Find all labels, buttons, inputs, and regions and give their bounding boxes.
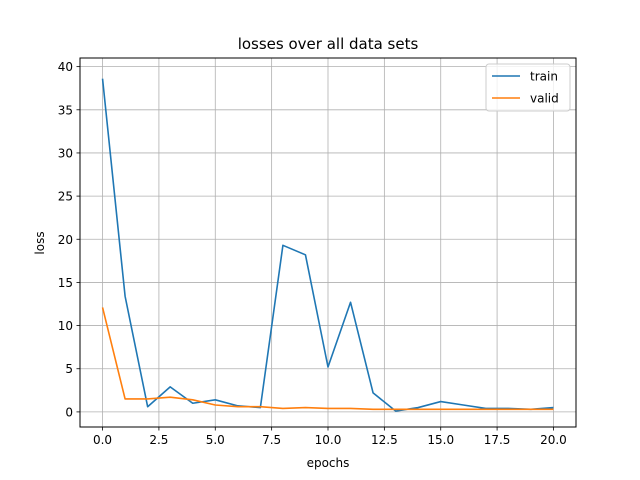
y-tick-label: 35	[58, 103, 73, 117]
x-tick-label: 2.5	[149, 433, 168, 447]
y-axis-ticks: 0 5 10 15 20 25 30 35 40	[58, 60, 80, 419]
legend-label-train: train	[530, 70, 558, 84]
x-axis-ticks: 0.0 2.5 5.0 7.5 10.0 12.5 15.0 17.5 20.0	[93, 427, 567, 447]
y-tick-label: 20	[58, 233, 73, 247]
legend: train valid	[485, 63, 571, 112]
y-tick-label: 5	[65, 362, 73, 376]
x-tick-label: 10.0	[315, 433, 342, 447]
y-tick-label: 30	[58, 146, 73, 160]
x-tick-label: 0.0	[93, 433, 112, 447]
chart-title: losses over all data sets	[238, 35, 419, 53]
x-tick-label: 17.5	[484, 433, 511, 447]
x-axis-label: epochs	[307, 456, 350, 470]
x-tick-label: 20.0	[540, 433, 567, 447]
legend-label-valid: valid	[530, 92, 559, 106]
grid-lines	[80, 58, 576, 427]
series-line-valid	[101, 307, 554, 411]
x-tick-label: 7.5	[262, 433, 281, 447]
y-tick-label: 0	[65, 405, 73, 419]
y-tick-label: 15	[58, 276, 73, 290]
y-tick-label: 40	[58, 60, 73, 74]
series-lines	[101, 78, 554, 412]
series-line-train	[101, 78, 554, 412]
x-tick-label: 15.0	[427, 433, 454, 447]
x-tick-label: 12.5	[371, 433, 398, 447]
y-axis-label: loss	[33, 231, 47, 254]
y-tick-label: 10	[58, 319, 73, 333]
x-tick-label: 5.0	[206, 433, 225, 447]
y-tick-label: 25	[58, 190, 73, 204]
